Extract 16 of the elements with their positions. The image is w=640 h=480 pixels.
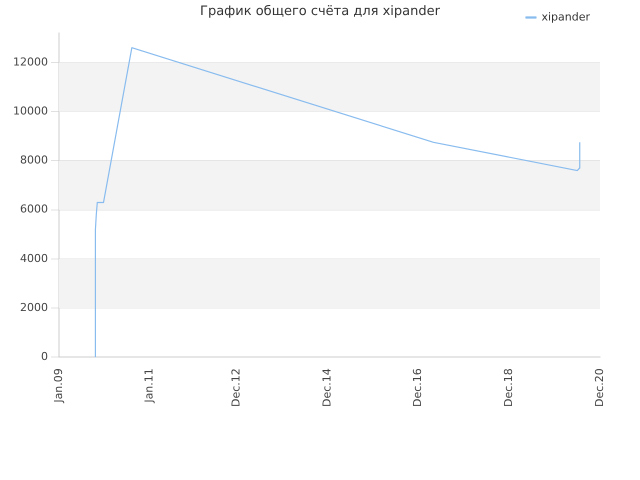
y-tick-label: 2000 — [20, 300, 48, 314]
x-tick-label: Jan.09 — [52, 368, 65, 404]
y-tick-label: 4000 — [20, 252, 48, 265]
x-tick-label: Jan.11 — [142, 368, 156, 404]
x-tick-label: Dec.18 — [502, 368, 515, 407]
y-tick-label: 12000 — [12, 55, 48, 68]
x-tick-label: Dec.14 — [320, 368, 334, 407]
chart-title: График общего счёта для xipander — [200, 4, 440, 19]
x-tick-label: Dec.12 — [230, 368, 243, 407]
x-tick-label: Dec.16 — [411, 368, 424, 407]
y-tick-label: 10000 — [12, 104, 48, 118]
y-tick-label: 6000 — [20, 202, 48, 216]
x-tick-label: Dec.20 — [592, 368, 606, 407]
legend-label: xipander — [541, 10, 590, 24]
y-tick-label: 0 — [40, 350, 48, 364]
y-tick-label: 8000 — [20, 154, 48, 167]
